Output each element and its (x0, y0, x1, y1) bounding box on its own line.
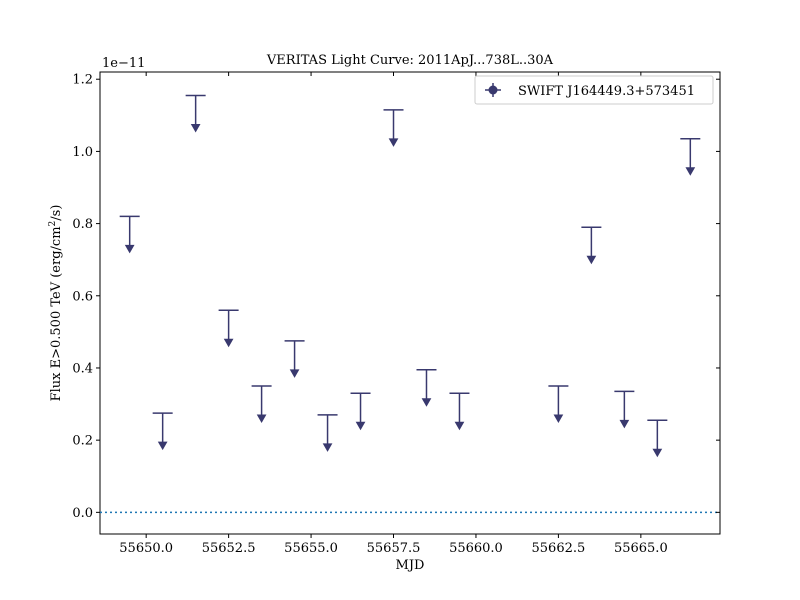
upper-limit-marker (647, 419, 668, 458)
x-axis: 55650.0 55652.5 55655.0 55657.5 55660.0 55662… (119, 72, 668, 556)
y-tick-label: 1.2 (72, 73, 93, 88)
upper-limit-marker (416, 369, 437, 407)
upper-limit-marker (185, 94, 206, 133)
x-tick-label: 55657.5 (367, 541, 421, 556)
y-offset-text: 1e−11 (102, 56, 145, 71)
y-axis-label-main: Flux E>0.500 TeV (erg/cm (49, 226, 64, 401)
down-arrow-icon (157, 441, 168, 451)
y-tick-label: 0.8 (72, 217, 93, 232)
legend-entry: SWIFT J164449.3+573451 (518, 84, 695, 99)
y-tick-label: 0.4 (72, 361, 93, 376)
y-tick-label: 0.6 (72, 289, 93, 304)
plot-frame (99, 71, 721, 535)
upper-limit-marker (581, 226, 602, 265)
down-arrow-icon (652, 448, 663, 458)
legend-marker-dot (488, 85, 498, 95)
down-arrow-icon (223, 338, 234, 348)
down-arrow-icon (322, 443, 333, 452)
y-axis-label-tail: /s) (49, 205, 64, 221)
upper-limit-marker (449, 392, 470, 431)
down-arrow-icon (685, 167, 696, 176)
down-arrow-icon (190, 123, 201, 133)
upper-limit-marker (218, 309, 239, 348)
down-arrow-icon (289, 369, 300, 378)
plot-area (99, 71, 721, 535)
down-arrow-icon (586, 255, 597, 265)
upper-limit-marker (614, 390, 635, 429)
y-tick-label: 1.0 (72, 145, 93, 160)
upper-limit-marker (119, 215, 140, 254)
x-tick-label: 55655.0 (284, 541, 338, 556)
y-axis-label-sup: 2 (48, 221, 58, 227)
down-arrow-icon (421, 398, 432, 407)
y-axis-label: Flux E>0.500 TeV (erg/cm2/s) (48, 205, 64, 402)
upper-limit-marker (548, 385, 569, 424)
down-arrow-icon (553, 414, 564, 424)
legend-marker (485, 83, 501, 97)
down-arrow-icon (388, 138, 399, 147)
upper-limit-marker (251, 385, 272, 424)
upper-limit-marker (350, 392, 371, 431)
upper-limit-marker (383, 109, 404, 147)
y-axis: 0.0 0.2 0.4 0.6 0.8 1.0 1.2 (72, 73, 720, 521)
legend-frame (474, 75, 714, 105)
x-axis-label: MJD (396, 558, 425, 573)
down-arrow-icon (124, 244, 135, 254)
x-tick-label: 55650.0 (119, 541, 173, 556)
chart-title: VERITAS Light Curve: 2011ApJ...738L..30A (266, 53, 554, 68)
down-arrow-icon (454, 421, 465, 431)
data-marks (119, 94, 701, 458)
upper-limit-marker (317, 414, 338, 452)
legend: SWIFT J164449.3+573451 (474, 75, 714, 105)
x-tick-label: 55652.5 (202, 541, 256, 556)
down-arrow-icon (619, 419, 630, 429)
y-tick-label: 0.2 (72, 434, 93, 449)
y-tick-label: 0.0 (72, 506, 93, 521)
down-arrow-icon (256, 414, 267, 424)
upper-limit-marker (680, 138, 701, 176)
down-arrow-icon (355, 421, 366, 431)
x-tick-label: 55662.5 (532, 541, 586, 556)
upper-limit-marker (152, 412, 173, 451)
x-tick-label: 55665.0 (614, 541, 668, 556)
upper-limit-marker (284, 340, 305, 378)
x-tick-label: 55660.0 (449, 541, 503, 556)
